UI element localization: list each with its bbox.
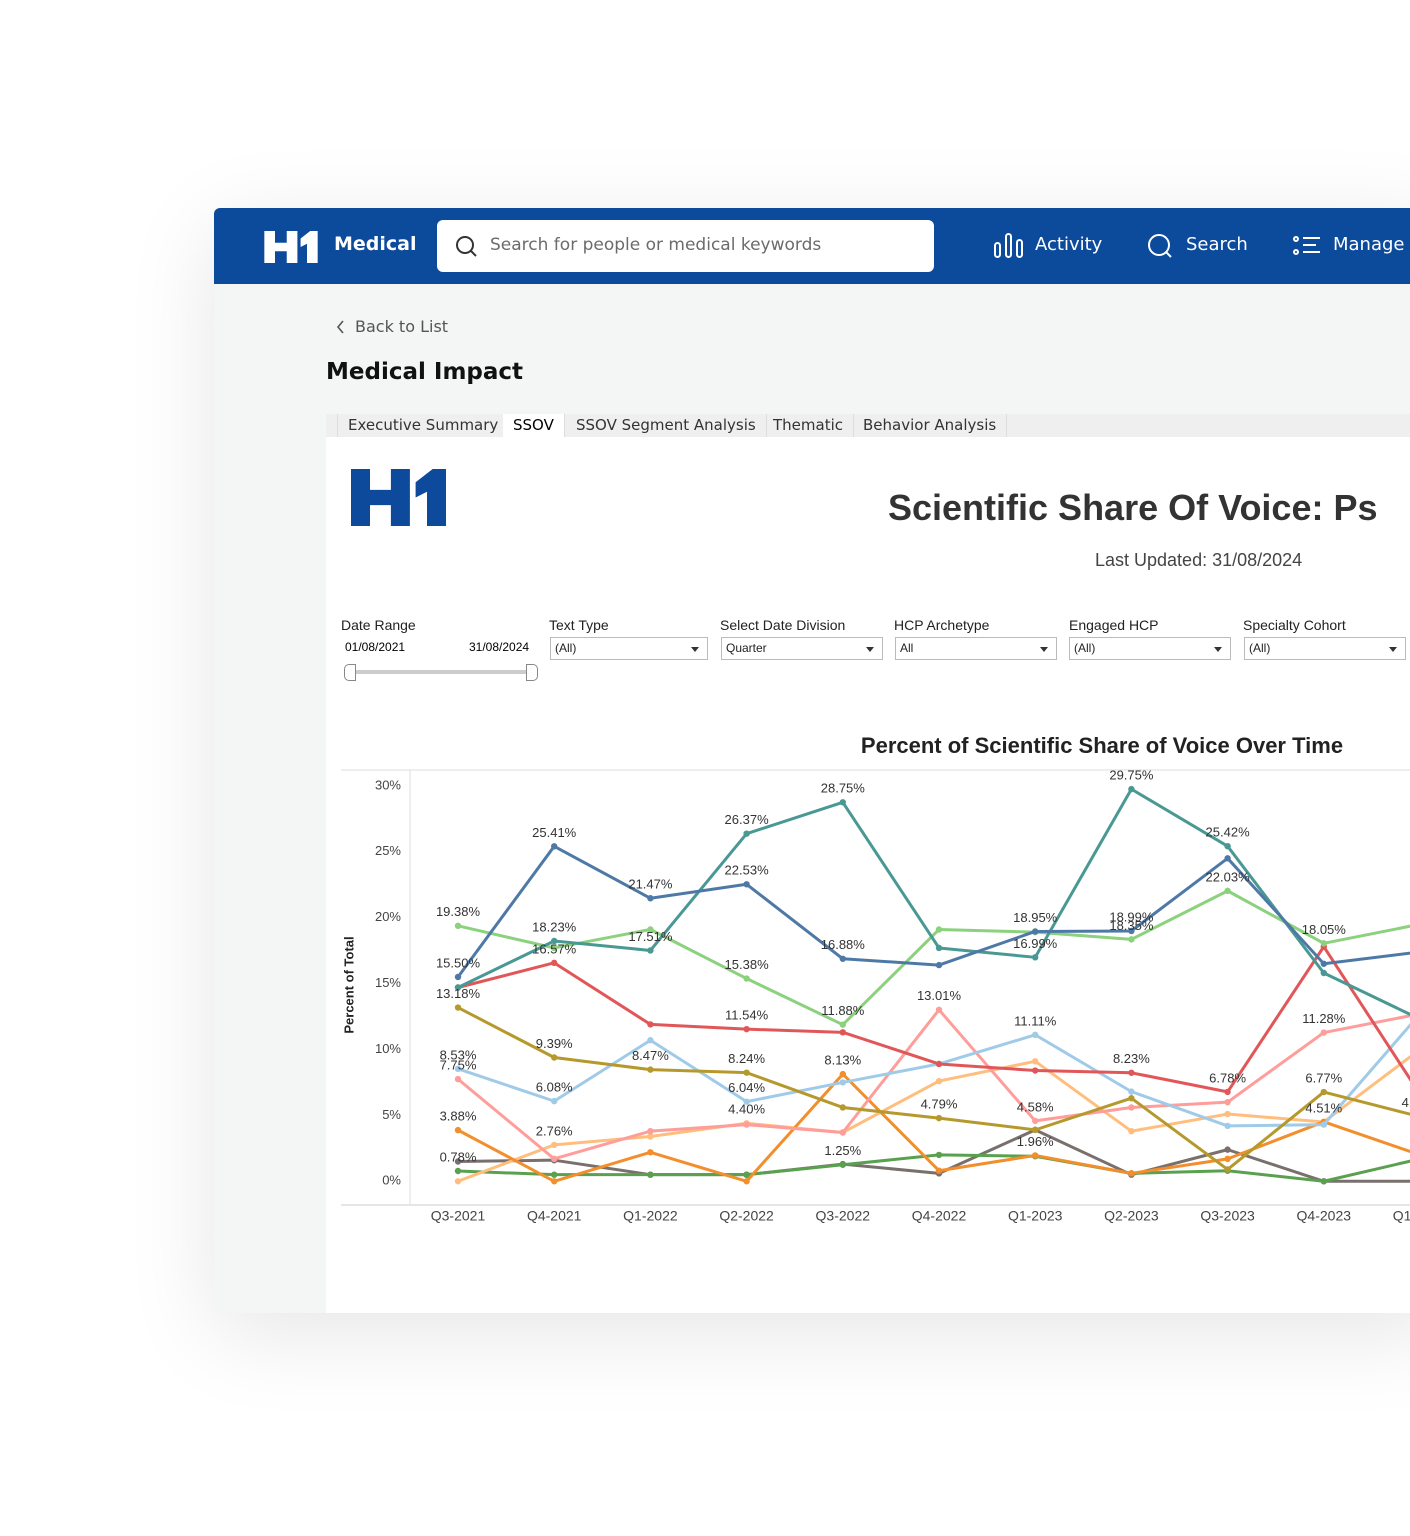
filter-label: Select Date Division [720, 617, 846, 633]
nav-search[interactable]: Search [1186, 234, 1248, 255]
filter-dropdown[interactable]: Quarter [721, 637, 883, 660]
filter-label: Engaged HCP [1069, 617, 1159, 633]
page-title: Medical Impact [326, 359, 524, 385]
slider-handle[interactable] [526, 664, 538, 681]
brand[interactable]: Medical [334, 233, 417, 255]
tab[interactable]: Thematic [763, 414, 854, 437]
last-updated: Last Updated: 31/08/2024 [1095, 550, 1303, 570]
tab[interactable]: Executive Summary [337, 414, 510, 437]
filter-dropdown[interactable]: (All) [550, 637, 708, 660]
search-placeholder[interactable]: Search for people or medical keywords [490, 235, 822, 255]
tab[interactable]: Behavior Analysis [853, 414, 1008, 437]
filter-dropdown[interactable]: (All) [1244, 637, 1406, 660]
dashboard-title: Scientific Share Of Voice: Ps [888, 487, 1378, 528]
date-end[interactable]: 31/08/2024 [469, 640, 530, 654]
date-slider[interactable] [350, 670, 530, 674]
tab[interactable]: SSOV Segment Analysis [566, 414, 767, 437]
filter-label: Text Type [549, 617, 609, 633]
filter-label: Date Range [341, 617, 416, 633]
filter-label: Specialty Cohort [1243, 617, 1346, 633]
filter-dropdown[interactable]: (All) [1069, 637, 1231, 660]
filter-dropdown[interactable]: All [895, 637, 1057, 660]
nav-manage[interactable]: Manage [1333, 234, 1405, 255]
back-link[interactable]: Back to List [355, 317, 449, 336]
tab-selected[interactable]: SSOV [503, 414, 565, 438]
date-start[interactable]: 01/08/2021 [345, 640, 406, 654]
filter-label: HCP Archetype [894, 617, 990, 633]
nav-activity[interactable]: Activity [1035, 234, 1103, 255]
slider-handle[interactable] [344, 664, 356, 681]
search-box[interactable] [437, 220, 934, 272]
